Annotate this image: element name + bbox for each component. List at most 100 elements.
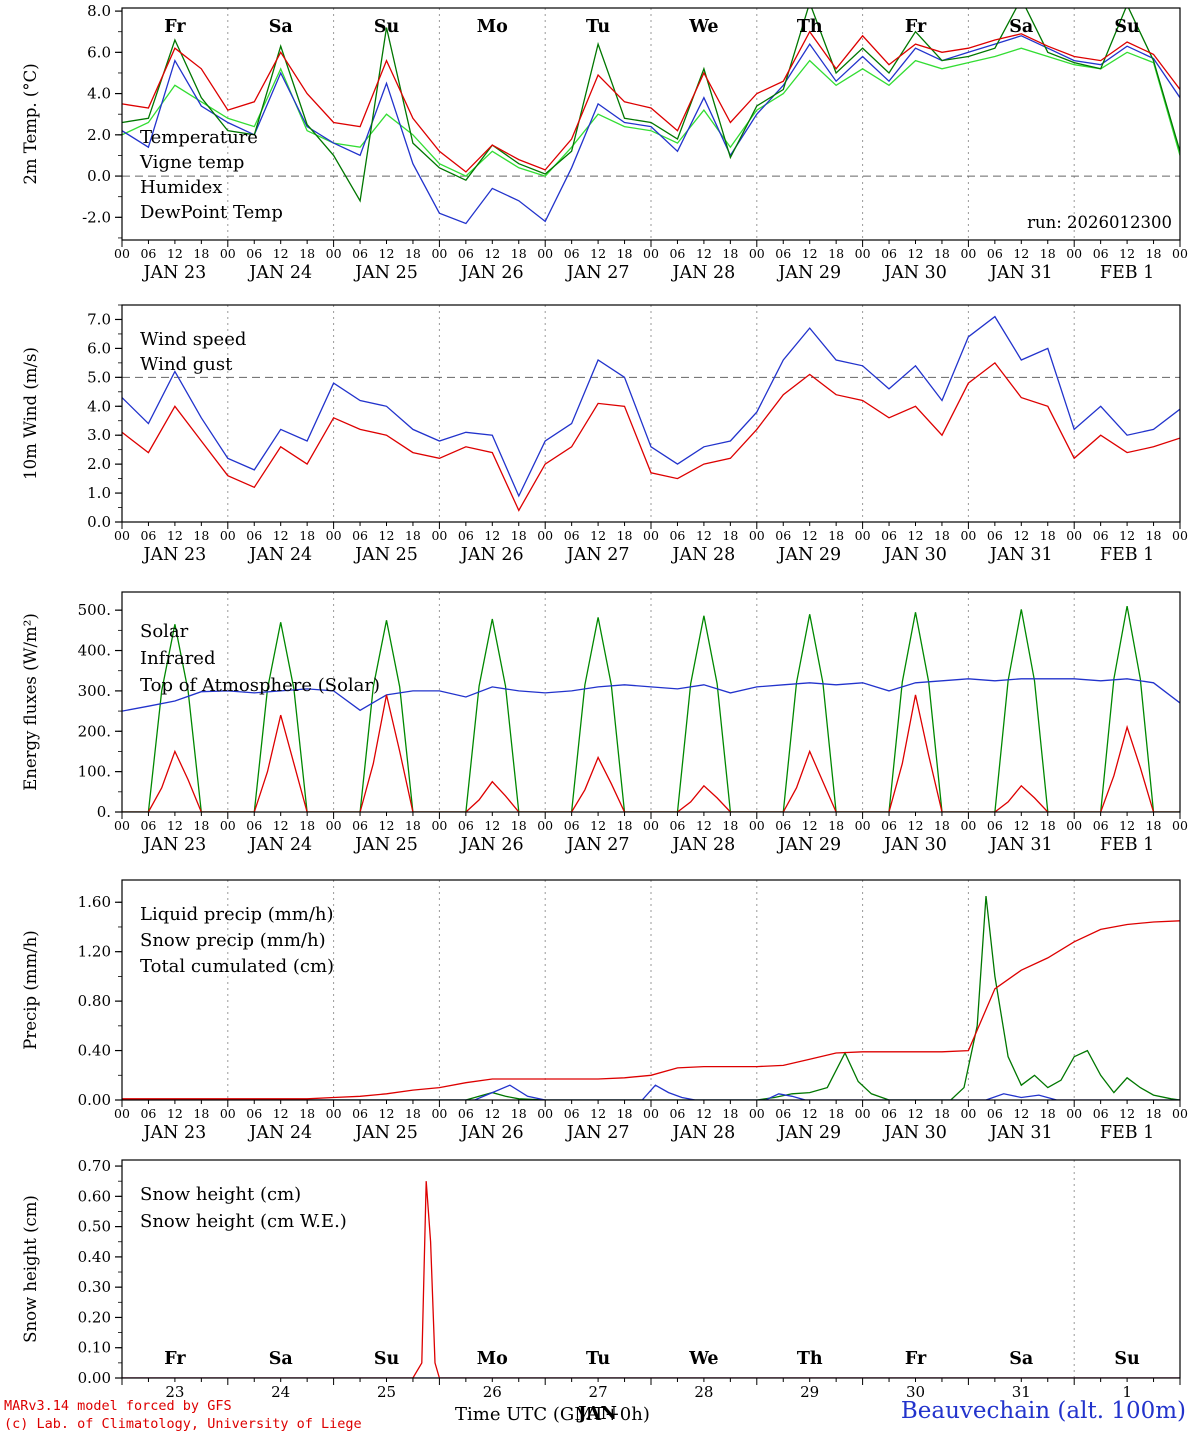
hour-tick-label: 00 [643, 1106, 659, 1121]
weekday-label: Th [797, 17, 823, 37]
hour-tick-label: 00 [114, 1106, 130, 1121]
hour-tick-label: 00 [1066, 246, 1082, 261]
hour-tick-label: 18 [1040, 818, 1056, 833]
hour-tick-label: 18 [511, 246, 527, 261]
hour-tick-label: 12 [484, 528, 500, 543]
hour-tick-label: 00 [1172, 1106, 1188, 1121]
hour-tick-label: 00 [114, 246, 130, 261]
date-label: JAN 24 [247, 545, 312, 565]
hour-tick-label: 06 [352, 246, 368, 261]
y-tick-label: 6.0 [87, 339, 111, 357]
y-tick-label: 0.0 [87, 167, 111, 185]
hour-tick-label: 12 [167, 1106, 183, 1121]
y-axis-title: Energy fluxes (W/m²) [21, 613, 40, 791]
temperature-series [122, 8, 1180, 225]
day-number-label: 26 [483, 1383, 502, 1401]
day-number-label: 30 [906, 1383, 925, 1401]
hour-tick-label: 00 [749, 528, 765, 543]
legend-wind-gust: Wind gust [140, 354, 233, 375]
day-number-label: 23 [165, 1383, 184, 1401]
legend-snow-precip-mm-h-: Snow precip (mm/h) [140, 930, 326, 951]
temperature-line [122, 30, 1180, 173]
weekday-label: Sa [1009, 1349, 1033, 1369]
hour-tick-label: 06 [881, 818, 897, 833]
y-tick-label: 0.50 [78, 1218, 111, 1236]
hour-tick-label: 00 [220, 528, 236, 543]
wind-panel: 0.0 1.0 2.0 3.0 4.0 5.0 6.0 7.0 00 06 12 18 00 06 12 18… [21, 304, 1188, 565]
y-tick-label: 6.0 [87, 43, 111, 61]
hour-tick-label: 06 [1093, 1106, 1109, 1121]
hour-tick-label: 12 [590, 246, 606, 261]
liquid-precip-line [122, 896, 1180, 1100]
hour-tick-label: 12 [484, 1106, 500, 1121]
date-label: JAN 24 [247, 835, 312, 855]
hour-tick-label: 18 [511, 1106, 527, 1121]
y-tick-label: 3.0 [87, 426, 111, 444]
snow-precip-line [122, 1084, 1180, 1100]
date-label: JAN 23 [142, 545, 207, 565]
hour-tick-label: 12 [167, 246, 183, 261]
hour-tick-label: 12 [1013, 818, 1029, 833]
weekday-label: Mo [477, 17, 508, 37]
hour-tick-label: 00 [855, 528, 871, 543]
weekday-label: Tu [586, 1349, 610, 1369]
hour-tick-label: 18 [828, 246, 844, 261]
hour-tick-label: 06 [458, 1106, 474, 1121]
hour-tick-label: 18 [828, 1106, 844, 1121]
wind-gust-line [122, 315, 1180, 498]
precip-series [122, 896, 1180, 1100]
hour-tick-label: 12 [802, 1106, 818, 1121]
hour-tick-label: 18 [828, 528, 844, 543]
y-axis-title: 2m Temp. (°C) [21, 63, 40, 184]
model-credit-line1: MARv3.14 model forced by GFS [4, 1398, 232, 1414]
y-tick-label: 500. [78, 601, 111, 619]
y-tick-label: 400. [78, 642, 111, 660]
hour-tick-label: 00 [537, 528, 553, 543]
date-label: JAN 27 [565, 545, 630, 565]
snow-height-series [122, 1181, 1180, 1378]
top-of-atmosphere-solar-line [122, 605, 1180, 812]
hour-tick-label: 00 [1172, 818, 1188, 833]
date-label: JAN 23 [142, 263, 207, 283]
y-tick-label: 8.0 [87, 2, 111, 20]
y-tick-label: 100. [78, 763, 111, 781]
hour-tick-label: 06 [669, 528, 685, 543]
hour-tick-label: 00 [1066, 818, 1082, 833]
hour-tick-label: 06 [669, 246, 685, 261]
date-label: JAN 26 [459, 1123, 524, 1143]
hour-tick-label: 00 [537, 246, 553, 261]
date-label: JAN 28 [671, 1123, 736, 1143]
hour-tick-label: 06 [987, 246, 1003, 261]
date-label: FEB 1 [1100, 263, 1154, 283]
legend-total-cumulated-cm-: Total cumulated (cm) [140, 956, 334, 977]
hour-tick-label: 00 [326, 1106, 342, 1121]
day-number-label: 25 [377, 1383, 396, 1401]
date-label: JAN 27 [565, 263, 630, 283]
date-label: JAN 23 [142, 835, 207, 855]
hour-tick-label: 18 [299, 1106, 315, 1121]
run-label: run: 2026012300 [1027, 213, 1172, 232]
hour-tick-label: 00 [1066, 528, 1082, 543]
hour-tick-label: 00 [326, 818, 342, 833]
y-tick-label: 0. [97, 803, 111, 821]
legend-wind-speed: Wind speed [140, 329, 246, 350]
hour-tick-label: 18 [405, 246, 421, 261]
date-label: JAN 25 [353, 1123, 418, 1143]
hour-tick-label: 00 [220, 246, 236, 261]
hour-tick-label: 12 [167, 818, 183, 833]
hour-tick-label: 12 [1119, 1106, 1135, 1121]
hour-tick-label: 12 [1119, 528, 1135, 543]
hour-tick-label: 12 [908, 1106, 924, 1121]
hour-tick-label: 12 [802, 818, 818, 833]
hour-tick-label: 00 [431, 528, 447, 543]
date-label: JAN 25 [353, 263, 418, 283]
y-axis-title: Precip (mm/h) [21, 930, 40, 1049]
date-label: JAN 30 [882, 545, 947, 565]
weekday-label: Mo [477, 1349, 508, 1369]
date-label: FEB 1 [1100, 1123, 1154, 1143]
solar-line [122, 694, 1180, 812]
hour-tick-label: 12 [696, 818, 712, 833]
date-label: JAN 29 [776, 835, 841, 855]
hour-tick-label: 06 [669, 818, 685, 833]
hour-tick-label: 18 [299, 818, 315, 833]
